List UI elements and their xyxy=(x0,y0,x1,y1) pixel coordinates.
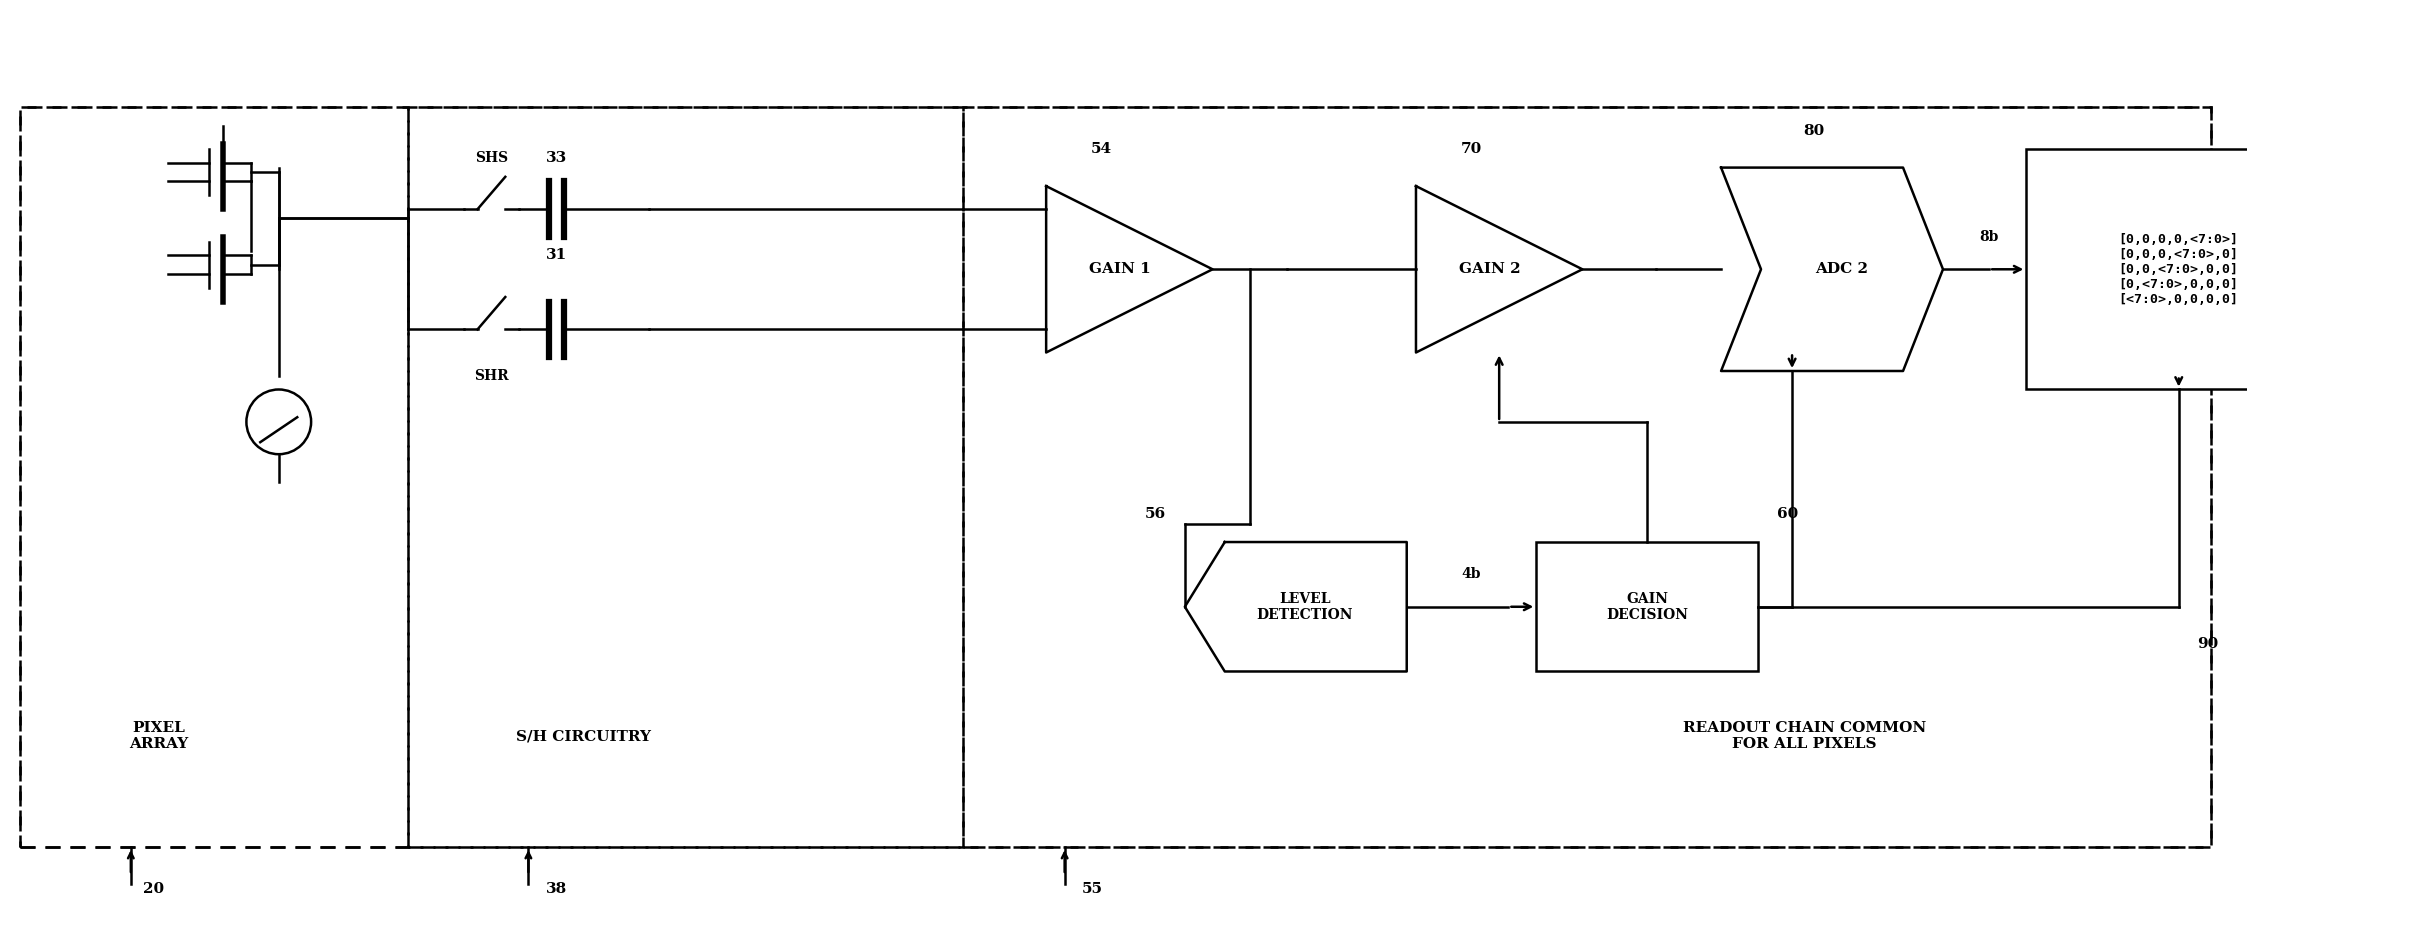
Bar xyxy=(962,108,2210,847)
Bar xyxy=(2026,149,2332,389)
Bar xyxy=(19,108,2210,847)
Text: GAIN 2: GAIN 2 xyxy=(1460,263,1521,277)
Text: READOUT CHAIN COMMON
FOR ALL PIXELS: READOUT CHAIN COMMON FOR ALL PIXELS xyxy=(1683,721,1926,751)
Text: [0,0,0,0,<7:0>]
[0,0,0,<7:0>,0]
[0,0,<7:0>,0,0]
[0,<7:0>,0,0,0]
[<7:0>,0,0,0,0]: [0,0,0,0,<7:0>] [0,0,0,<7:0>,0] [0,0,<7:… xyxy=(2118,233,2240,306)
Text: 90: 90 xyxy=(2198,637,2218,651)
Bar xyxy=(19,108,408,847)
Bar xyxy=(1535,542,1759,672)
Text: 20: 20 xyxy=(143,882,165,896)
Text: 56: 56 xyxy=(1144,507,1166,522)
Text: GAIN 1: GAIN 1 xyxy=(1088,263,1151,277)
Text: 4b: 4b xyxy=(1462,567,1482,582)
Text: 38: 38 xyxy=(547,882,566,896)
Text: ADC 2: ADC 2 xyxy=(1814,263,1868,277)
Text: 80: 80 xyxy=(1802,124,1824,138)
Text: 60: 60 xyxy=(1776,507,1797,522)
Text: LEVEL
DETECTION: LEVEL DETECTION xyxy=(1256,592,1353,622)
Text: 31: 31 xyxy=(547,249,566,263)
Text: SHS: SHS xyxy=(474,151,508,165)
Text: 33: 33 xyxy=(547,151,566,165)
Text: 8b: 8b xyxy=(1980,230,1999,244)
Text: 54: 54 xyxy=(1091,142,1112,156)
Bar xyxy=(408,108,962,847)
Text: SHR: SHR xyxy=(474,369,508,383)
Text: 55: 55 xyxy=(1081,882,1103,896)
Text: S/H CIRCUITRY: S/H CIRCUITRY xyxy=(517,729,651,743)
Text: PIXEL
ARRAY: PIXEL ARRAY xyxy=(129,721,187,751)
Text: GAIN
DECISION: GAIN DECISION xyxy=(1606,592,1688,622)
Text: 70: 70 xyxy=(1460,142,1482,156)
